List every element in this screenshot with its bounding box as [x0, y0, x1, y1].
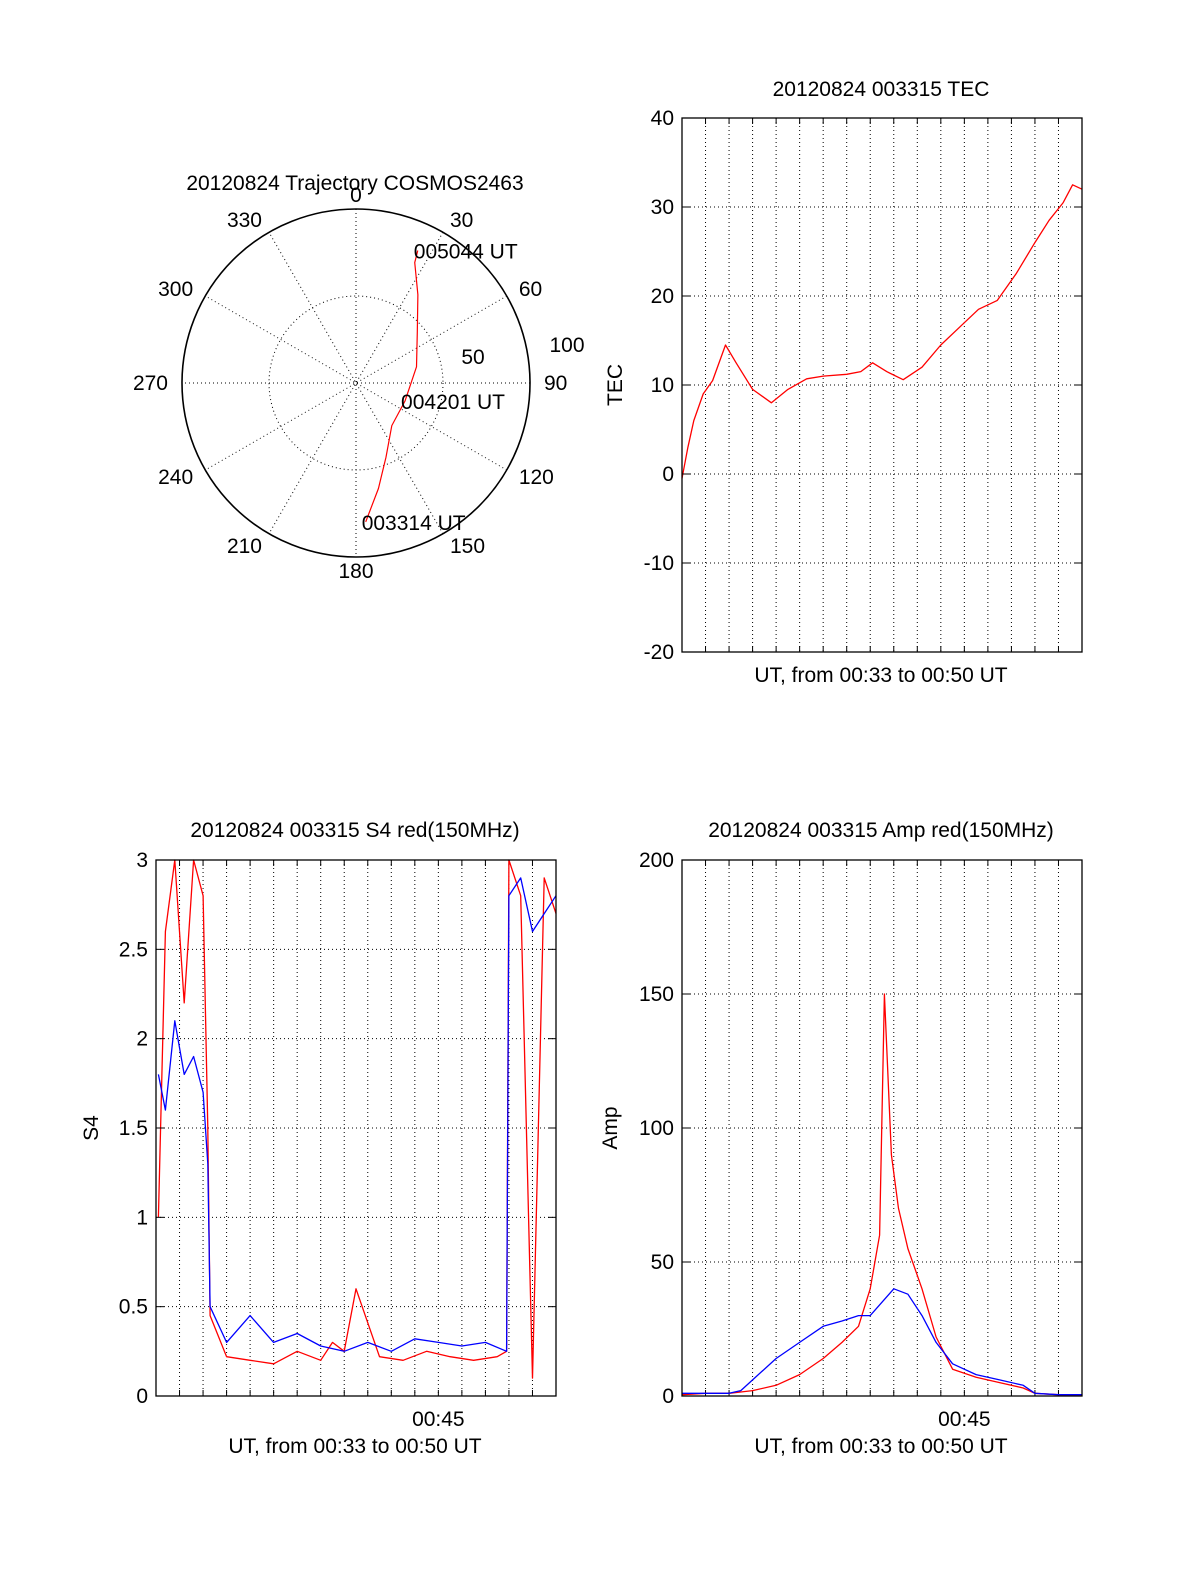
- y-tick-label: 200: [639, 849, 674, 872]
- polar-angle-tick: 30: [450, 209, 473, 232]
- y-tick-label: 10: [651, 374, 674, 397]
- x-tick-label: 00:45: [938, 1408, 991, 1431]
- y-tick-label: 100: [639, 1117, 674, 1140]
- polar-angle-tick: 150: [450, 535, 485, 558]
- series-line-blue: [157, 877, 557, 1352]
- s4-y-axis-label: S4: [80, 1115, 103, 1141]
- trajectory-time-annotation: 003314 UT: [362, 512, 466, 535]
- y-tick-label: 150: [639, 983, 674, 1006]
- s4-title: 20120824 003315 S4 red(150MHz): [190, 819, 519, 842]
- polar-angle-tick: 0: [350, 184, 362, 207]
- y-tick-label: 0: [662, 463, 674, 486]
- trajectory-time-annotation: 005044 UT: [414, 241, 518, 264]
- y-tick-label: 3: [136, 849, 148, 872]
- amp-y-axis-label: Amp: [599, 1106, 622, 1149]
- y-tick-label: 1.5: [119, 1117, 148, 1140]
- y-tick-label: 0: [662, 1385, 674, 1408]
- y-tick-label: 0.5: [119, 1296, 148, 1319]
- tec-line-chart: 20120824 003315 TEC -20 -10 0 10 20 30 40 UT, …: [604, 78, 1083, 687]
- trajectory-series-line: [365, 250, 419, 523]
- tec-y-axis-label: TEC: [604, 364, 627, 406]
- series-line-red: [157, 859, 557, 1379]
- y-tick-label: 2.5: [119, 938, 148, 961]
- y-tick-label: 1: [136, 1206, 148, 1229]
- y-tick-label: 50: [651, 1251, 674, 1274]
- polar-angle-tick: 240: [158, 466, 193, 489]
- polar-angle-tick: 270: [133, 372, 168, 395]
- y-tick-label: -10: [644, 552, 674, 575]
- y-tick-label: -20: [644, 641, 674, 664]
- trajectory-title: 20120824 Trajectory COSMOS2463: [186, 172, 523, 195]
- s4-line-chart: 20120824 003315 S4 red(150MHz) 0 0.5 1 1.5 2…: [80, 819, 557, 1458]
- polar-angle-tick: 210: [227, 535, 262, 558]
- polar-angle-tick: 60: [519, 278, 542, 301]
- polar-angle-tick: 300: [158, 278, 193, 301]
- s4-x-axis-label: UT, from 00:33 to 00:50 UT: [228, 1435, 481, 1458]
- polar-angle-tick: 90: [544, 372, 567, 395]
- y-tick-label: 2: [136, 1028, 148, 1051]
- polar-angle-tick: 120: [519, 466, 554, 489]
- series-line-red: [681, 993, 1082, 1396]
- y-tick-label: 0: [136, 1385, 148, 1408]
- x-tick-label: 00:45: [412, 1408, 465, 1431]
- tec-title: 20120824 003315 TEC: [773, 78, 990, 101]
- amp-x-axis-label: UT, from 00:33 to 00:50 UT: [754, 1435, 1007, 1458]
- trajectory-polar-plot: 20120824 Trajectory COSMOS2463 0 30 60 90 12…: [133, 172, 585, 583]
- amp-title: 20120824 003315 Amp red(150MHz): [708, 819, 1054, 842]
- series-line-red: [681, 184, 1083, 479]
- y-tick-label: 40: [651, 107, 674, 130]
- trajectory-time-annotation: 004201 UT: [401, 391, 505, 414]
- polar-radius-tick-inner: 50: [461, 346, 484, 369]
- polar-angle-tick: 330: [227, 209, 262, 232]
- y-tick-label: 30: [651, 196, 674, 219]
- tec-x-axis-label: UT, from 00:33 to 00:50 UT: [754, 664, 1007, 687]
- polar-angle-tick: 180: [338, 560, 373, 583]
- polar-radius-tick-outer: 100: [549, 334, 584, 357]
- polar-outer-circle: [181, 208, 531, 558]
- y-tick-label: 20: [651, 285, 674, 308]
- amp-line-chart: 20120824 003315 Amp red(150MHz) 0 50 100 15…: [599, 819, 1083, 1458]
- series-line-blue: [682, 1288, 1082, 1396]
